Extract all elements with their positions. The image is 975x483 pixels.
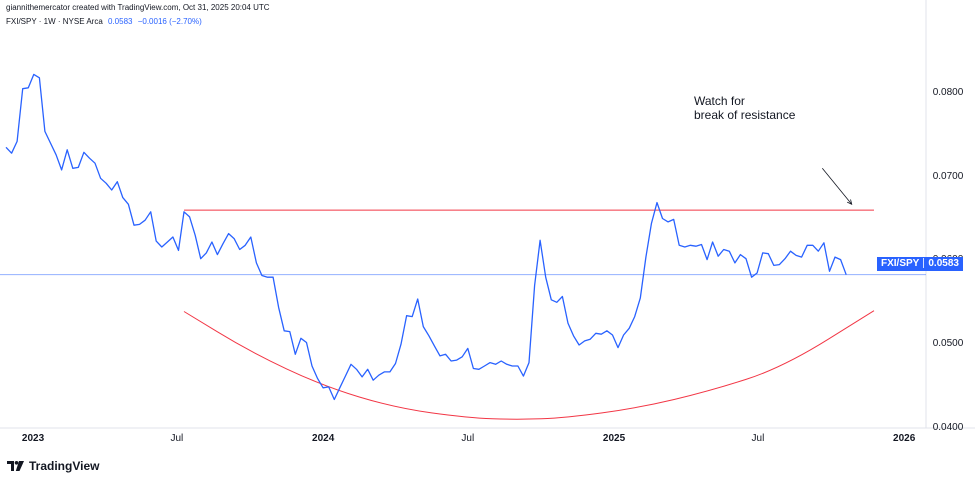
tradingview-logo-icon <box>7 461 24 471</box>
x-tick-label: Jul <box>170 433 184 444</box>
symbol-change: −0.0016 (−2.70%) <box>137 17 202 26</box>
symbol-name: FXI/SPY · 1W · NYSE Arca <box>6 17 103 26</box>
last-price-label: FXI/SPY 0.0583 <box>877 257 963 271</box>
annotation-arrow-line <box>822 167 853 205</box>
chart-credit: giannithemercator created with TradingVi… <box>6 3 270 12</box>
series-layer <box>5 73 847 401</box>
price-label-value: 0.0583 <box>928 258 959 269</box>
y-tick-label: 0.0800 <box>932 86 964 98</box>
y-tick-label: 0.0500 <box>932 338 964 350</box>
price-series-line <box>5 73 847 401</box>
annotation-arrow-layer <box>822 167 853 205</box>
support-curve-layer <box>183 310 875 420</box>
annotation-arrow-head <box>847 199 853 205</box>
annotation-text[interactable]: Watch for break of resistance <box>694 94 795 122</box>
x-tick-label: 2023 <box>21 433 45 444</box>
y-tick-label: 0.0400 <box>932 422 964 433</box>
brand-name: TradingView <box>29 459 100 473</box>
annotation-line-2: break of resistance <box>694 108 796 122</box>
x-tick-label: Jul <box>461 433 475 444</box>
x-tick-label: 2025 <box>602 433 626 444</box>
tradingview-logo[interactable]: TradingView <box>7 459 99 473</box>
price-label-ticker: FXI/SPY <box>881 258 920 269</box>
y-tick-label: 0.0700 <box>932 170 964 182</box>
support-curve <box>183 310 875 420</box>
x-tick-label: 2024 <box>312 433 335 444</box>
annotation-line-1: Watch for <box>694 94 745 108</box>
symbol-last-value: 0.0583 <box>108 17 133 26</box>
symbol-legend[interactable]: FXI/SPY · 1W · NYSE Arca 0.0583 −0.0016 … <box>6 17 202 26</box>
x-tick-label: Jul <box>751 433 765 444</box>
x-tick-label: 2026 <box>893 433 916 444</box>
